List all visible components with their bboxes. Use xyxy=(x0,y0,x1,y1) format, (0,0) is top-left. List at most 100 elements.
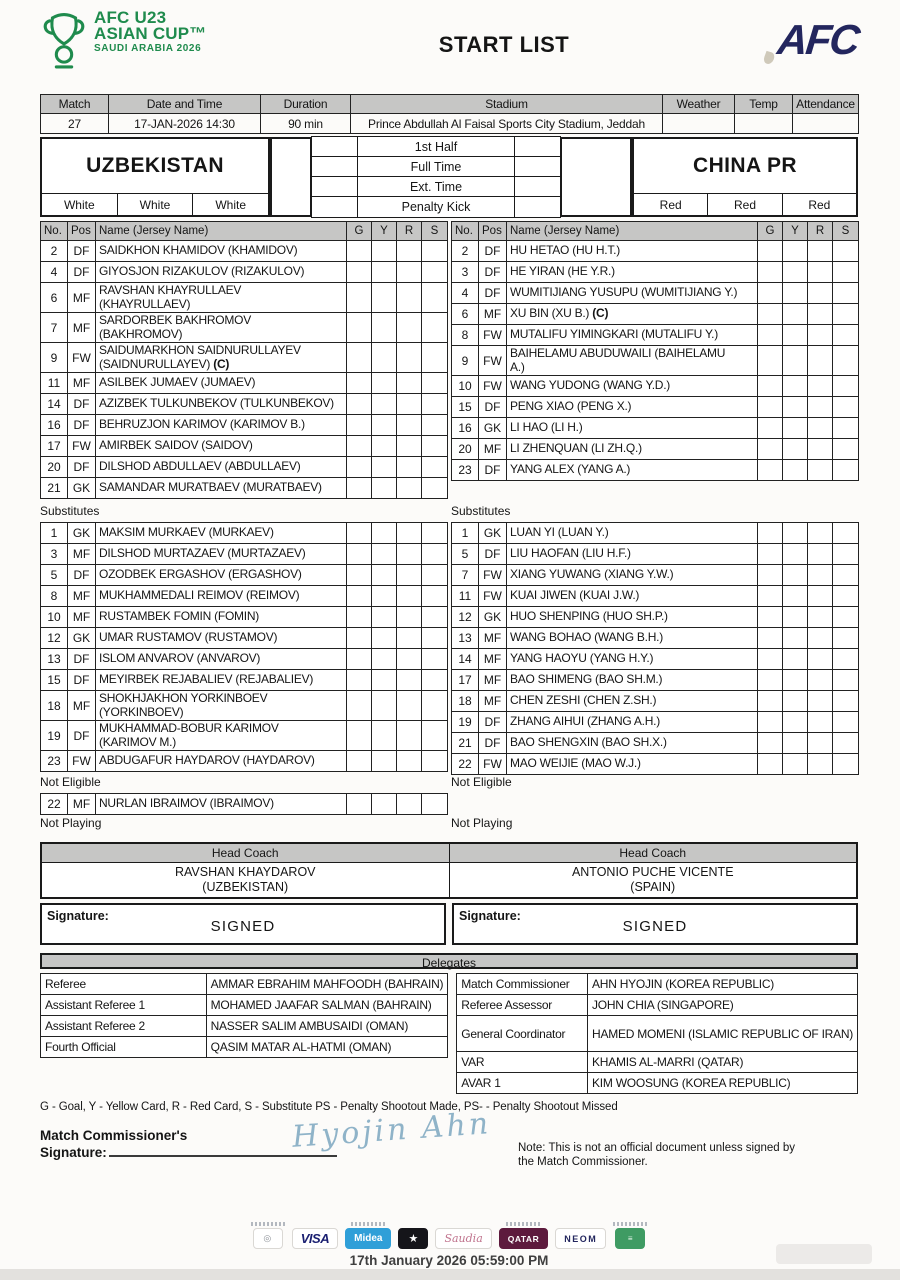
delegate-name: MOHAMED JAAFAR SALMAN (BAHRAIN) xyxy=(205,994,449,1016)
player-name: GIYOSJON RIZAKULOV (RIZAKULOV) xyxy=(95,261,347,283)
roster-header-cell: G xyxy=(346,221,372,241)
player-row: 4 DF WUMITIJIANG YUSUPU (WUMITIJIANG Y.) xyxy=(451,282,859,304)
yellow-cell xyxy=(782,690,808,712)
player-name: MEYIRBEK REJABALIEV (REJABALIEV) xyxy=(95,669,347,691)
player-row: 20 MF LI ZHENQUAN (LI ZH.Q.) xyxy=(451,438,859,460)
goal-cell xyxy=(346,606,372,628)
player-name: LUAN YI (LUAN Y.) xyxy=(506,522,758,544)
home-head-coach-country: (UZBEKISTAN) xyxy=(202,880,289,894)
player-name-line: KUAI JIWEN (KUAI J.W.) xyxy=(510,588,640,603)
player-position: DF xyxy=(478,261,507,283)
not-eligible-home: 22 MF NURLAN IBRAIMOV (IBRAIMOV) xyxy=(40,793,448,817)
captain-mark: (C) xyxy=(213,356,230,371)
goal-cell xyxy=(757,585,783,607)
player-name-line: XU BIN (XU B.) (C) xyxy=(510,306,609,321)
goal-cell xyxy=(346,669,372,691)
goal-cell xyxy=(757,375,783,397)
afc-logo-drop xyxy=(762,50,776,66)
red-cell xyxy=(396,543,422,565)
home-kit-colors: White White White xyxy=(42,194,268,215)
player-row: 5 DF LIU HAOFAN (LIU H.F.) xyxy=(451,543,859,565)
not-eligible-label-home: Not Eligible xyxy=(40,775,101,789)
player-position: MF xyxy=(67,312,96,343)
player-name-line: MUKHAMMEDALI REIMOV (REIMOV) xyxy=(99,588,300,603)
player-row: 4 DF GIYOSJON RIZAKULOV (RIZAKULOV) xyxy=(40,261,448,283)
player-number: 12 xyxy=(451,606,479,628)
player-number: 12 xyxy=(40,627,68,649)
player-name: OZODBEK ERGASHOV (ERGASHOV) xyxy=(95,564,347,586)
team-banner: UZBEKISTAN White White White 1st Half Full … xyxy=(40,136,858,218)
match-info-value-cell: Prince Abdullah Al Faisal Sports City St… xyxy=(350,113,663,134)
player-name-line: YANG HAOYU (YANG H.Y.) xyxy=(510,651,654,666)
match-info-value-cell xyxy=(792,113,859,134)
player-name-line: ASILBEK JUMAEV (JUMAEV) xyxy=(99,375,256,390)
sub-cell xyxy=(421,648,448,670)
player-row: 7 FW XIANG YUWANG (XIANG Y.W.) xyxy=(451,564,859,586)
sub-cell xyxy=(832,669,859,691)
red-cell xyxy=(396,477,422,499)
player-position: DF xyxy=(67,564,96,586)
player-row: 22 MF NURLAN IBRAIMOV (IBRAIMOV) xyxy=(40,793,448,815)
match-info-value-row: 27 17-JAN-2026 14:30 90 min Prince Abdullah… xyxy=(40,113,859,134)
player-number: 3 xyxy=(451,261,479,283)
roster-header-cell: R xyxy=(396,221,422,241)
player-row: 6 MF RAVSHAN KHAYRULLAEV (KHAYRULLAEV) xyxy=(40,282,448,313)
player-number: 16 xyxy=(451,417,479,439)
yellow-cell xyxy=(782,732,808,754)
player-position: DF xyxy=(67,261,96,283)
red-cell xyxy=(807,564,833,586)
home-score-cell xyxy=(311,176,359,198)
player-name-line: BAO SHENGXIN (BAO SH.X.) xyxy=(510,735,667,750)
player-name: RUSTAMBEK FOMIN (FOMIN) xyxy=(95,606,347,628)
player-name: LI ZHENQUAN (LI ZH.Q.) xyxy=(506,438,758,460)
red-cell xyxy=(396,261,422,283)
player-position: GK xyxy=(67,522,96,544)
delegate-name: HAMED MOMENI (ISLAMIC REPUBLIC OF IRAN) xyxy=(587,1015,858,1052)
match-info-value-cell xyxy=(662,113,735,134)
yellow-cell xyxy=(782,753,808,775)
player-row: 16 DF BEHRUZJON KARIMOV (KARIMOV B.) xyxy=(40,414,448,436)
goal-cell xyxy=(757,669,783,691)
delegate-row: Referee Assessor JOHN CHIA (SINGAPORE) xyxy=(456,994,858,1016)
player-name-line: (KARIMOV M.) xyxy=(99,734,176,749)
yellow-cell xyxy=(371,312,397,343)
logo-line2: ASIAN CUP™ xyxy=(94,24,207,43)
player-row: 8 MF MUKHAMMEDALI REIMOV (REIMOV) xyxy=(40,585,448,607)
player-name-line: MUTALIFU YIMINGKARI (MUTALIFU Y.) xyxy=(510,327,718,342)
away-score-cell xyxy=(513,176,561,198)
player-row: 19 DF MUKHAMMAD-BOBUR KARIMOV (KARIMOV M.) xyxy=(40,720,448,751)
match-info-header-cell: Weather xyxy=(662,94,735,114)
player-name: ISLOM ANVAROV (ANVAROV) xyxy=(95,648,347,670)
player-name-line: (BAKHROMOV) xyxy=(99,326,183,341)
player-name-line: ABDUGAFUR HAYDAROV (HAYDAROV) xyxy=(99,753,315,768)
player-position: FW xyxy=(478,375,507,397)
yellow-cell xyxy=(782,459,808,481)
home-team-name: UZBEKISTAN xyxy=(42,139,268,194)
goal-cell xyxy=(757,240,783,262)
player-number: 8 xyxy=(40,585,68,607)
sub-cell xyxy=(421,312,448,343)
delegate-role: Referee Assessor xyxy=(456,994,589,1016)
player-number: 11 xyxy=(40,372,68,394)
yellow-cell xyxy=(371,564,397,586)
player-name-line: LI HAO (LI H.) xyxy=(510,420,583,435)
player-name-line: WANG BOHAO (WANG B.H.) xyxy=(510,630,663,645)
player-name: MUTALIFU YIMINGKARI (MUTALIFU Y.) xyxy=(506,324,758,346)
delegate-name: AHN HYOJIN (KOREA REPUBLIC) xyxy=(587,973,858,995)
player-name-line: MAKSIM MURKAEV (MURKAEV) xyxy=(99,525,274,540)
trophy-icon xyxy=(43,13,85,69)
red-cell xyxy=(807,627,833,649)
player-name-line: SAIDUMARKHON SAIDNURULLAYEV xyxy=(99,343,301,357)
home-score-cell xyxy=(311,136,359,158)
goal-cell xyxy=(346,372,372,394)
goal-cell xyxy=(757,732,783,754)
player-name: UMAR RUSTAMOV (RUSTAMOV) xyxy=(95,627,347,649)
player-position: DF xyxy=(478,543,507,565)
player-position: DF xyxy=(478,396,507,418)
substitutes-table-home: 1 GK MAKSIM MURKAEV (MURKAEV) 3 MF DILSHOD MU… xyxy=(40,522,448,772)
player-name: NURLAN IBRAIMOV (IBRAIMOV) xyxy=(95,793,347,815)
player-name: YANG HAOYU (YANG H.Y.) xyxy=(506,648,758,670)
player-name: RAVSHAN KHAYRULLAEV (KHAYRULLAEV) xyxy=(95,282,347,313)
goal-cell xyxy=(346,435,372,457)
sub-cell xyxy=(832,417,859,439)
